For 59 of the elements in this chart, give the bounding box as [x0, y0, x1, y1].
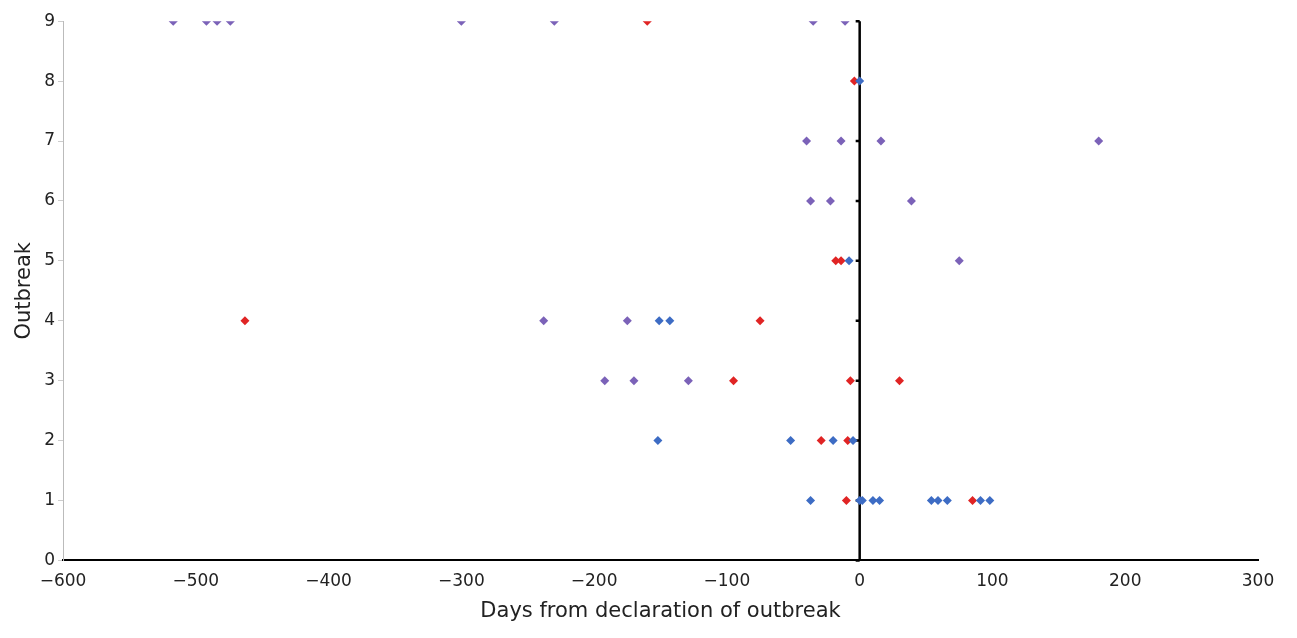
y-tick-label: 9	[44, 9, 56, 30]
point	[875, 495, 885, 505]
point	[539, 316, 549, 326]
y-tick-label: 5	[44, 249, 56, 270]
x-tick-label: −100	[703, 570, 751, 591]
point	[954, 256, 964, 266]
point	[836, 136, 846, 146]
point	[653, 436, 663, 446]
point	[985, 495, 995, 505]
point	[933, 495, 943, 505]
y-tick-label: 8	[44, 69, 56, 90]
point	[906, 196, 916, 206]
x-tick-label: −400	[305, 570, 352, 591]
x-tick-label: −600	[39, 570, 87, 591]
y-tick-label: 2	[44, 429, 56, 449]
point	[968, 495, 978, 505]
x-tick-label: −200	[570, 570, 618, 591]
point	[683, 376, 693, 386]
point	[802, 136, 812, 146]
y-axis-title: Outbreak	[11, 241, 36, 340]
point	[825, 196, 835, 206]
y-tick-label: 3	[44, 369, 56, 390]
point	[729, 376, 739, 386]
point	[976, 495, 985, 505]
point	[806, 495, 816, 505]
point	[665, 316, 675, 326]
point	[629, 376, 639, 386]
point	[844, 256, 854, 266]
y-tick-label: 0	[44, 548, 56, 569]
y-tick-label: 1	[44, 488, 56, 509]
point	[926, 495, 936, 505]
y-tick-label: 4	[44, 309, 56, 330]
x-axis-title: Days from declaration of outbreak	[480, 597, 842, 622]
point	[755, 316, 765, 326]
x-tick-label: 300	[1241, 570, 1275, 591]
point	[855, 76, 865, 86]
y-tick-label: 7	[44, 129, 56, 150]
point	[240, 316, 250, 326]
point	[876, 136, 886, 146]
point	[895, 376, 905, 386]
point	[786, 436, 796, 446]
point	[806, 196, 816, 206]
point	[845, 376, 855, 386]
point	[828, 436, 838, 446]
point	[868, 495, 878, 505]
y-tick-label: 6	[44, 189, 56, 210]
point	[600, 376, 610, 386]
point	[841, 495, 851, 505]
point	[1094, 136, 1104, 146]
point	[654, 316, 664, 326]
x-tick-label: 0	[854, 570, 866, 591]
point	[622, 316, 632, 326]
x-tick-label: 200	[1109, 570, 1142, 591]
point	[942, 495, 952, 505]
x-tick-label: 100	[976, 570, 1009, 591]
x-tick-label: −500	[172, 570, 220, 591]
point	[848, 436, 858, 446]
point	[816, 436, 826, 446]
x-tick-label: −300	[437, 570, 485, 591]
